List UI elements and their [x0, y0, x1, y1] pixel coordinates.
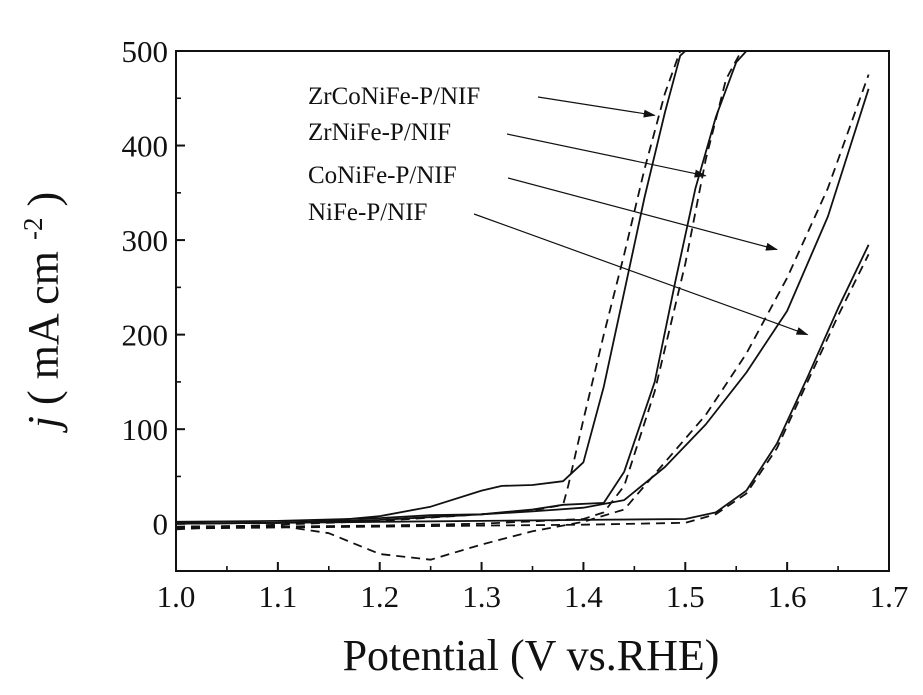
legend-label-zrnife-p-nif: ZrNiFe-P/NIF — [308, 119, 451, 146]
series-line-zrnife-p-nif-solid — [176, 51, 746, 524]
legend-label-nife-p-nif: NiFe-P/NIF — [308, 199, 427, 226]
y-axis-title-close-paren: ) — [19, 192, 68, 207]
y-tick-label: 400 — [122, 129, 169, 164]
legend-arrow-conife-p-nif — [508, 178, 777, 250]
y-tick-label: 200 — [122, 318, 169, 353]
y-tick-label: 0 — [153, 507, 169, 542]
series-line-conife-p-nif-solid — [176, 89, 869, 522]
y-axis-title-symbol: j — [19, 416, 68, 433]
y-axis-title-exponent: -2 — [18, 217, 48, 240]
legend-arrow-nife-p-nif — [474, 214, 808, 335]
x-tick-label: 1.3 — [462, 579, 501, 614]
x-tick-label: 1.5 — [666, 579, 705, 614]
legend-label-conife-p-nif: CoNiFe-P/NIF — [308, 162, 457, 189]
legend-annotations: ZrCoNiFe-P/NIF ZrNiFe-P/NIF CoNiFe-P/NIF Ni… — [308, 83, 808, 335]
x-tick-label: 1.7 — [870, 579, 909, 614]
legend-arrow-zrnife-p-nif — [507, 134, 706, 176]
x-tick-label: 1.1 — [258, 579, 297, 614]
series-line-conife-p-nif-dashed — [176, 75, 869, 560]
x-axis-title: Potential (V vs.RHE) — [343, 631, 720, 680]
series-line-nife-p-nif-solid — [176, 245, 869, 524]
y-tick-label: 100 — [122, 412, 169, 447]
plot-lines — [176, 51, 869, 560]
legend-arrow-zrconife-p-nif — [538, 97, 655, 115]
axis-frame — [176, 51, 889, 571]
y-tick-label: 500 — [122, 34, 169, 69]
plot-frame — [176, 51, 889, 571]
x-tick-label: 1.0 — [157, 579, 196, 614]
y-axis-title-open-paren: ( — [19, 390, 68, 405]
series-line-nife-p-nif-dashed — [176, 254, 869, 528]
y-axis-title-unit: mA cm — [19, 251, 68, 379]
x-tick-label: 1.4 — [564, 579, 603, 614]
legend-label-zrconife-p-nif: ZrCoNiFe-P/NIF — [308, 83, 480, 110]
y-tick-label: 300 — [122, 223, 169, 258]
y-axis-title: j ( mA cm -2 ) — [3, 192, 68, 433]
x-tick-label: 1.2 — [360, 579, 399, 614]
x-tick-label: 1.6 — [768, 579, 807, 614]
